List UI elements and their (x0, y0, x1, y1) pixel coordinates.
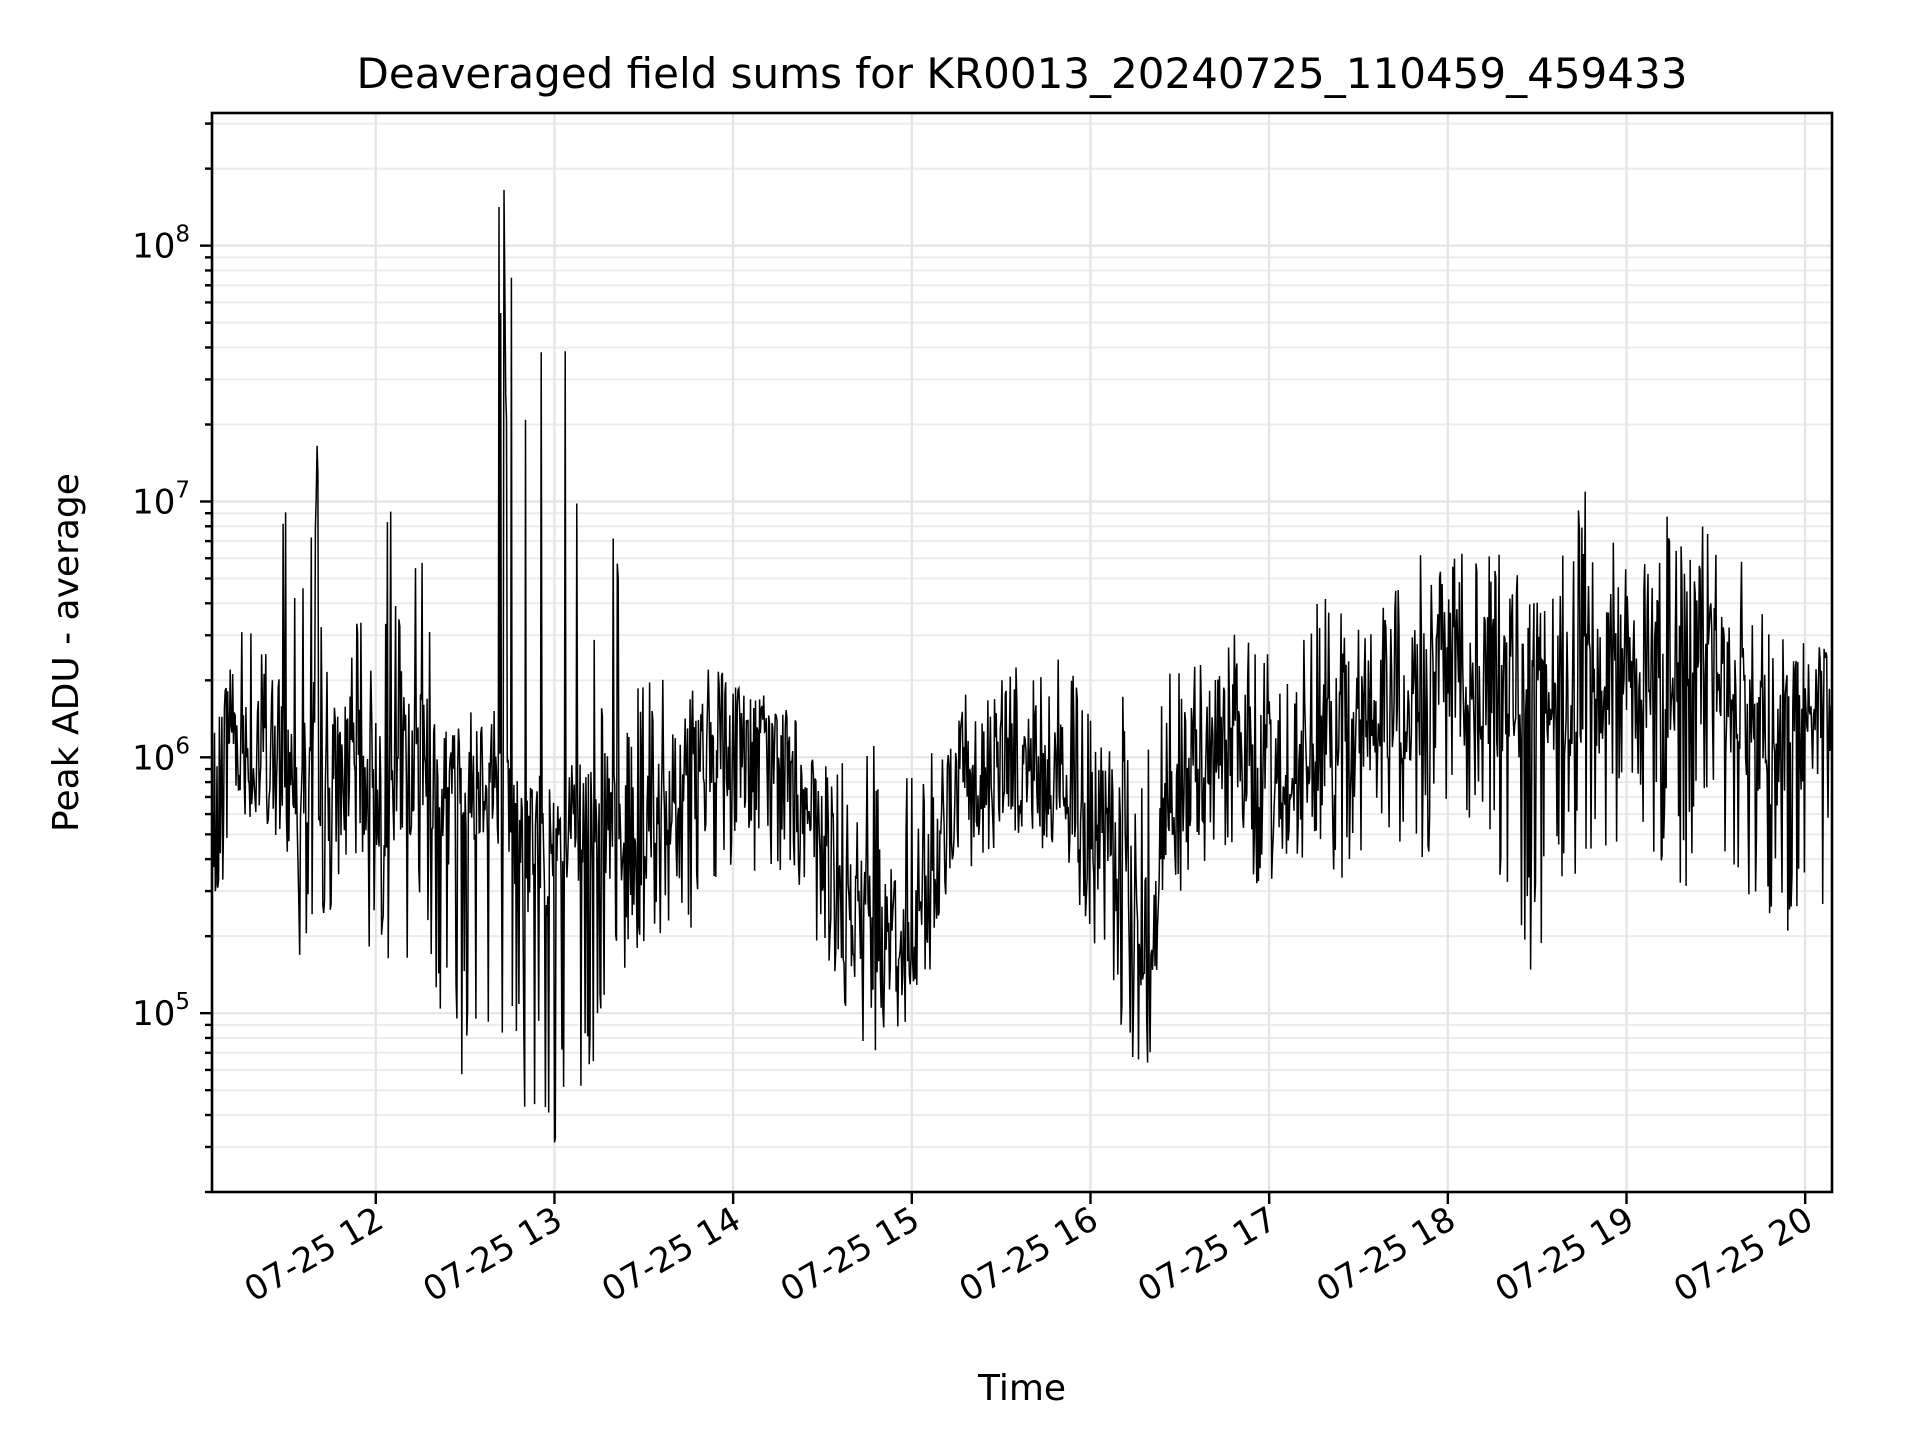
y-axis-label: Peak ADU - average (46, 473, 87, 832)
y-tick-label: 106 (132, 733, 190, 778)
series-layer (211, 189, 1833, 1143)
chart-title: Deaveraged field sums for KR0013_2024072… (357, 49, 1688, 98)
y-tick-label: 105 (132, 989, 190, 1034)
plot-frame (210, 111, 1834, 1194)
series-line-0 (211, 189, 1833, 1143)
x-axis-label: Time (977, 1368, 1066, 1409)
ticks (200, 122, 1807, 1204)
y-tick-label: 107 (132, 477, 190, 522)
y-tick-label: 108 (132, 222, 190, 267)
